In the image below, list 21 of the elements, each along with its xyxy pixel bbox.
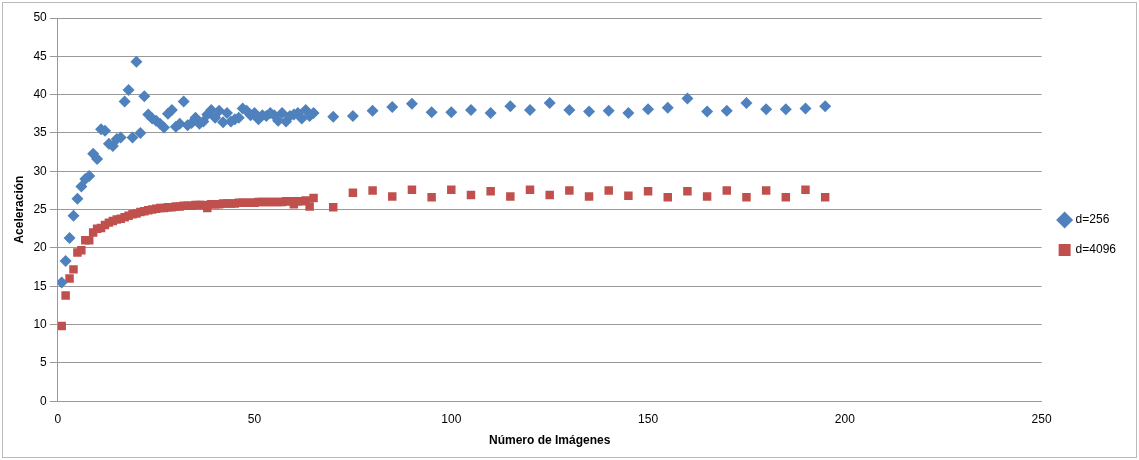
- x-axis-title: Número de Imágenes: [489, 433, 611, 448]
- y-tick-label: 25: [33, 201, 48, 216]
- y-tick-label: 0: [40, 393, 48, 408]
- x-tick-label: 200: [834, 411, 856, 426]
- y-tick-label: 5: [40, 355, 48, 370]
- y-tick-label: 30: [33, 163, 48, 178]
- y-axis-title: Aceleración: [11, 175, 26, 244]
- y-tick-label: 35: [33, 125, 48, 140]
- legend-label: d=256: [1075, 212, 1110, 227]
- y-tick-label: 10: [33, 316, 48, 331]
- y-tick-label: 40: [33, 86, 48, 101]
- y-tick-label: 50: [33, 10, 48, 25]
- x-tick-label: 150: [638, 411, 659, 426]
- y-tick-label: 20: [33, 240, 48, 255]
- y-tick-label: 45: [33, 48, 48, 63]
- x-tick-label: 250: [1031, 411, 1052, 426]
- y-tick-label: 15: [33, 278, 48, 293]
- x-tick-label: 100: [441, 411, 462, 426]
- legend-label: d=4096: [1075, 242, 1117, 257]
- x-tick-label: 50: [247, 411, 262, 426]
- x-tick-label: 0: [54, 411, 62, 426]
